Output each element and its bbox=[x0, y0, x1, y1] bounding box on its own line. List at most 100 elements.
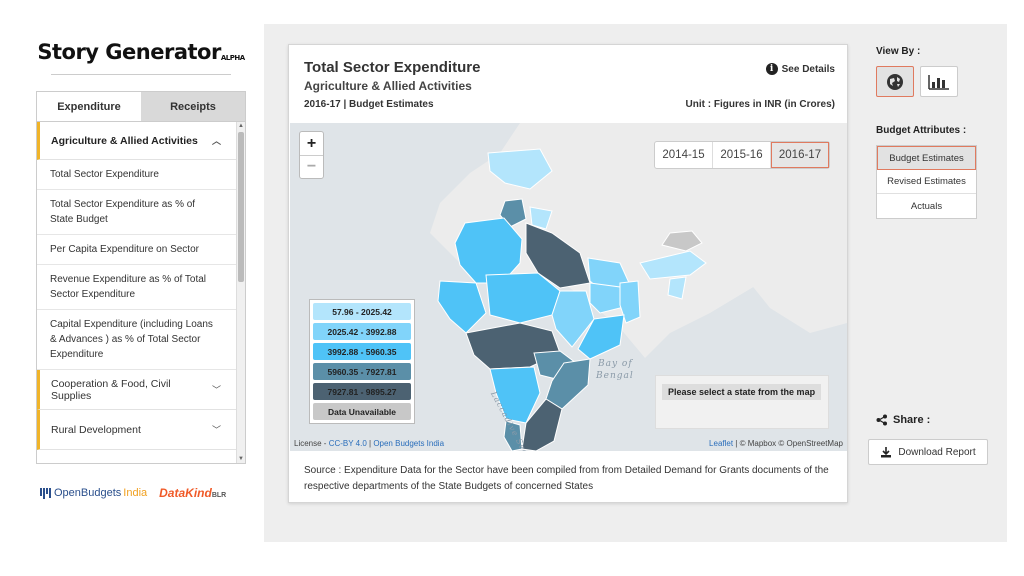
year-2016-17[interactable]: 2016-17 bbox=[771, 142, 829, 168]
bay-of-bengal-label: Bay of bbox=[598, 359, 633, 369]
share-label: Share : bbox=[893, 414, 931, 426]
download-label: Download Report bbox=[898, 446, 976, 458]
sidebar: Story GeneratorALPHA Expenditure Receipt… bbox=[36, 40, 246, 500]
scroll-down-arrow-icon[interactable]: ▼ bbox=[238, 456, 244, 462]
map-attribution-license: License - CC-BY 4.0 | Open Budgets India bbox=[294, 439, 444, 448]
alpha-badge: ALPHA bbox=[220, 54, 245, 62]
panel-scrollbar[interactable]: ▲ ▼ bbox=[236, 122, 245, 463]
neighbour-land-east bbox=[745, 223, 847, 333]
chevron-down-icon: ﹀ bbox=[211, 385, 221, 395]
state-odisha[interactable] bbox=[577, 314, 625, 360]
sector-agriculture[interactable]: Agriculture & Allied Activities ︿ bbox=[37, 122, 245, 160]
budget-estimates-button[interactable]: Budget Estimates bbox=[877, 146, 976, 170]
scroll-up-arrow-icon[interactable]: ▲ bbox=[238, 123, 244, 129]
card-title: Total Sector Expenditure bbox=[304, 59, 481, 76]
card-subtitle: Agriculture & Allied Activities bbox=[304, 79, 472, 93]
indicator-capital-expenditure-pct[interactable]: Capital Expenditure (including Loans & A… bbox=[37, 310, 245, 370]
year-2014-15[interactable]: 2014-15 bbox=[655, 142, 713, 168]
state-punjab[interactable] bbox=[499, 198, 527, 228]
logo-text-india: India bbox=[123, 487, 148, 499]
zoom-in-button[interactable]: + bbox=[306, 134, 317, 152]
indicator-revenue-expenditure-pct[interactable]: Revenue Expenditure as % of Total Sector… bbox=[37, 265, 245, 310]
logo-text-open-budgets: OpenBudgets bbox=[54, 487, 122, 499]
leaflet-link[interactable]: Leaflet bbox=[709, 439, 734, 448]
state-gujarat[interactable] bbox=[437, 280, 487, 334]
sector-label: Rural Development bbox=[51, 423, 141, 436]
see-details-button[interactable]: i See Details bbox=[765, 63, 835, 75]
bay-label-line-1: Bay of bbox=[598, 359, 633, 369]
bars-logo-icon bbox=[40, 487, 51, 499]
tab-bar: Expenditure Receipts bbox=[36, 91, 246, 121]
state-info-box: Please select a state from the map bbox=[655, 375, 829, 429]
download-report-button[interactable]: Download Report bbox=[868, 439, 988, 465]
sector-label: Cooperation & Food, Civil Supplies bbox=[51, 377, 171, 402]
state-jammu-kashmir[interactable] bbox=[487, 148, 553, 190]
title-divider bbox=[51, 74, 231, 75]
zoom-control: + − bbox=[299, 131, 324, 179]
year-2015-16[interactable]: 2015-16 bbox=[713, 142, 771, 168]
open-budgets-india-logo[interactable]: OpenBudgets India bbox=[40, 487, 147, 499]
cc-by-link[interactable]: CC-BY 4.0 bbox=[328, 439, 367, 448]
scroll-thumb[interactable] bbox=[238, 132, 244, 282]
indicator-per-capita-expenditure[interactable]: Per Capita Expenditure on Sector bbox=[37, 235, 245, 265]
sector-cooperation-food[interactable]: Cooperation & Food, Civil Supplies ﹀ bbox=[37, 370, 245, 410]
logo-text-blr: BLR bbox=[211, 492, 227, 499]
state-assam[interactable] bbox=[639, 250, 707, 280]
neighbour-land bbox=[290, 123, 847, 358]
indicator-total-sector-expenditure[interactable]: Total Sector Expenditure bbox=[37, 160, 245, 190]
actuals-button[interactable]: Actuals bbox=[910, 200, 943, 212]
state-uttar-pradesh[interactable] bbox=[525, 222, 591, 289]
bar-chart-icon bbox=[928, 74, 949, 90]
state-arunachal-pradesh[interactable] bbox=[661, 230, 703, 252]
legend-item: 3992.88 - 5960.35 bbox=[313, 343, 411, 360]
legend-item: 2025.42 - 3992.88 bbox=[313, 323, 411, 340]
state-kerala[interactable] bbox=[503, 420, 523, 451]
chart-card: Total Sector Expenditure Agriculture & A… bbox=[288, 44, 848, 503]
sector-rural-development[interactable]: Rural Development ﹀ bbox=[37, 410, 245, 450]
logo-text-datakind: DataKind bbox=[159, 486, 212, 500]
state-tamil-nadu[interactable] bbox=[521, 398, 563, 451]
map-area[interactable]: + − 2014-15 2015-16 2016-17 57.96 - 2025… bbox=[290, 123, 847, 451]
chart-view-button[interactable] bbox=[920, 66, 958, 97]
indicator-expenditure-pct-state-budget[interactable]: Total Sector Expenditure as % of State B… bbox=[37, 190, 245, 235]
sector-label: Agriculture & Allied Activities bbox=[51, 134, 198, 147]
info-icon: i bbox=[765, 63, 778, 75]
download-icon bbox=[881, 447, 892, 458]
partner-logos: OpenBudgets India DataKindBLR bbox=[36, 486, 246, 500]
map-legend: 57.96 - 2025.42 2025.42 - 3992.88 3992.8… bbox=[309, 299, 415, 424]
share-section[interactable]: Share : bbox=[876, 414, 930, 426]
map-view-button[interactable] bbox=[876, 66, 914, 97]
open-budgets-link[interactable]: Open Budgets India bbox=[373, 439, 445, 448]
attribution-separator: | bbox=[366, 439, 374, 448]
state-mizoram[interactable] bbox=[667, 276, 687, 300]
state-chhattisgarh[interactable] bbox=[551, 290, 595, 348]
zoom-out-button[interactable]: − bbox=[300, 155, 323, 178]
license-label: License - bbox=[294, 439, 329, 448]
india-map[interactable] bbox=[290, 123, 847, 451]
sector-panel: Agriculture & Allied Activities ︿ Total … bbox=[36, 121, 246, 464]
budget-attributes-label: Budget Attributes : bbox=[876, 125, 967, 136]
legend-item: 5960.35 - 7927.81 bbox=[313, 363, 411, 380]
state-jharkhand[interactable] bbox=[589, 282, 625, 314]
globe-icon bbox=[887, 73, 903, 90]
datakind-blr-logo[interactable]: DataKindBLR bbox=[159, 486, 226, 500]
state-west-bengal[interactable] bbox=[619, 280, 641, 324]
tab-expenditure[interactable]: Expenditure bbox=[37, 92, 141, 121]
tab-receipts[interactable]: Receipts bbox=[141, 92, 245, 121]
legend-item: 57.96 - 2025.42 bbox=[313, 303, 411, 320]
map-attribution-tiles: Leaflet | © Mapbox © OpenStreetMap bbox=[709, 439, 843, 448]
bay-of-bengal-label-2: Bengal bbox=[596, 371, 634, 381]
state-prompt: Please select a state from the map bbox=[662, 384, 822, 400]
revised-estimates-button[interactable]: Revised Estimates bbox=[877, 170, 976, 194]
view-by-label: View By : bbox=[876, 46, 921, 57]
app-title-text: Story Generator bbox=[37, 40, 221, 64]
view-toggle bbox=[876, 66, 986, 97]
chevron-down-icon: ﹀ bbox=[211, 425, 221, 435]
card-meta: 2016-17 | Budget Estimates Unit : Figure… bbox=[304, 99, 835, 110]
state-uttarakhand[interactable] bbox=[529, 206, 553, 230]
source-note: Source : Expenditure Data for the Sector… bbox=[304, 465, 829, 492]
year-selector: 2014-15 2015-16 2016-17 bbox=[654, 141, 830, 169]
mapbox-attribution: | © Mapbox © OpenStreetMap bbox=[733, 439, 843, 448]
chevron-up-icon: ︿ bbox=[211, 136, 221, 146]
